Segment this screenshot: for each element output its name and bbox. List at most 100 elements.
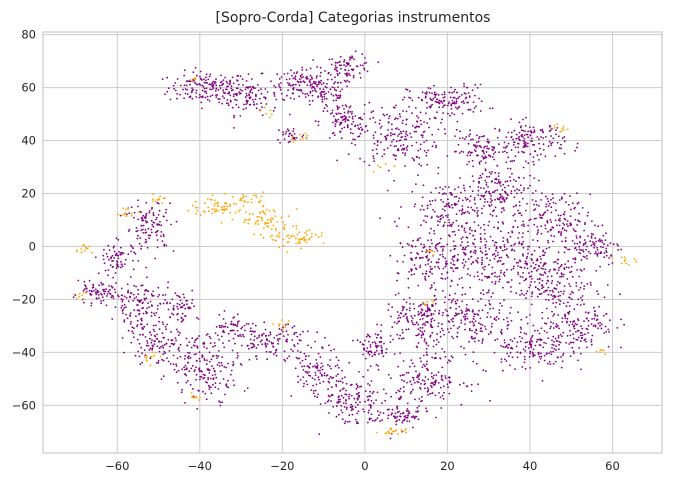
data-point [569, 195, 571, 198]
data-point [173, 342, 176, 345]
data-point [484, 201, 486, 203]
data-point [329, 375, 332, 378]
data-point [398, 337, 400, 340]
data-point [492, 292, 494, 294]
data-point [429, 87, 432, 90]
data-point [125, 296, 128, 299]
data-point [452, 320, 454, 323]
data-point [348, 414, 351, 417]
data-point [136, 237, 139, 240]
data-point [522, 240, 525, 243]
data-point [458, 278, 461, 280]
data-point [564, 240, 567, 242]
data-point [484, 155, 487, 158]
data-point [497, 221, 500, 224]
data-point [433, 282, 436, 284]
data-point [202, 210, 205, 212]
data-point [497, 251, 499, 254]
data-point [232, 95, 235, 98]
data-point [473, 315, 475, 318]
data-point [189, 96, 191, 99]
data-point [556, 356, 559, 359]
data-point [530, 137, 533, 140]
data-point [361, 118, 364, 121]
data-point [466, 236, 469, 239]
data-point [466, 317, 469, 320]
data-point [444, 377, 447, 380]
data-point [555, 345, 557, 347]
data-point [440, 374, 443, 377]
data-point [356, 422, 358, 425]
data-point [499, 181, 502, 183]
data-point [450, 103, 453, 106]
data-point [617, 244, 619, 247]
data-point [476, 261, 479, 264]
data-point [432, 209, 434, 211]
data-point [277, 340, 280, 342]
data-point [575, 235, 578, 237]
data-point [133, 284, 136, 287]
data-point [567, 248, 569, 251]
data-point [456, 283, 459, 286]
data-point [456, 313, 459, 316]
data-point [139, 323, 142, 325]
data-point [205, 90, 207, 93]
data-point [504, 346, 507, 349]
data-point [469, 274, 472, 277]
data-point [436, 98, 438, 101]
data-point [409, 380, 412, 383]
data-point [477, 186, 480, 188]
data-point [367, 340, 370, 343]
data-point [408, 96, 410, 99]
data-point [254, 87, 256, 89]
data-point [530, 265, 533, 268]
data-point [246, 387, 249, 389]
data-point [262, 332, 265, 335]
data-point [462, 258, 465, 261]
data-point [125, 306, 127, 308]
data-point [454, 106, 457, 109]
data-point [167, 308, 170, 311]
data-point [255, 355, 257, 358]
data-point [209, 342, 212, 345]
data-point [554, 219, 557, 222]
data-point [550, 282, 553, 284]
data-point [350, 383, 353, 386]
data-point [185, 84, 188, 87]
data-point [502, 151, 504, 153]
data-point [265, 334, 268, 337]
data-point [198, 370, 201, 373]
data-point [413, 307, 416, 310]
data-point [526, 262, 529, 265]
data-point [460, 309, 463, 312]
data-point [570, 208, 572, 211]
data-point [441, 348, 444, 350]
data-point [380, 125, 383, 128]
data-point [336, 81, 339, 84]
data-point [242, 205, 245, 207]
data-point [186, 89, 189, 91]
data-point [281, 328, 284, 331]
data-point [166, 286, 169, 289]
data-point [495, 319, 497, 321]
data-point [359, 117, 362, 120]
data-point [501, 332, 503, 335]
data-point [462, 151, 465, 153]
data-point [448, 221, 451, 224]
data-point [538, 355, 541, 358]
data-point [251, 91, 254, 94]
data-point [424, 92, 427, 95]
data-point [478, 309, 480, 312]
data-point [568, 203, 570, 206]
data-point [436, 338, 438, 341]
data-point [463, 264, 466, 267]
data-point [476, 207, 478, 209]
data-point [419, 111, 422, 114]
data-point [260, 92, 263, 95]
data-point [556, 272, 559, 275]
data-point [175, 363, 178, 365]
data-point [603, 252, 606, 254]
data-point [434, 199, 437, 202]
data-point [473, 313, 476, 315]
data-point [620, 256, 623, 259]
